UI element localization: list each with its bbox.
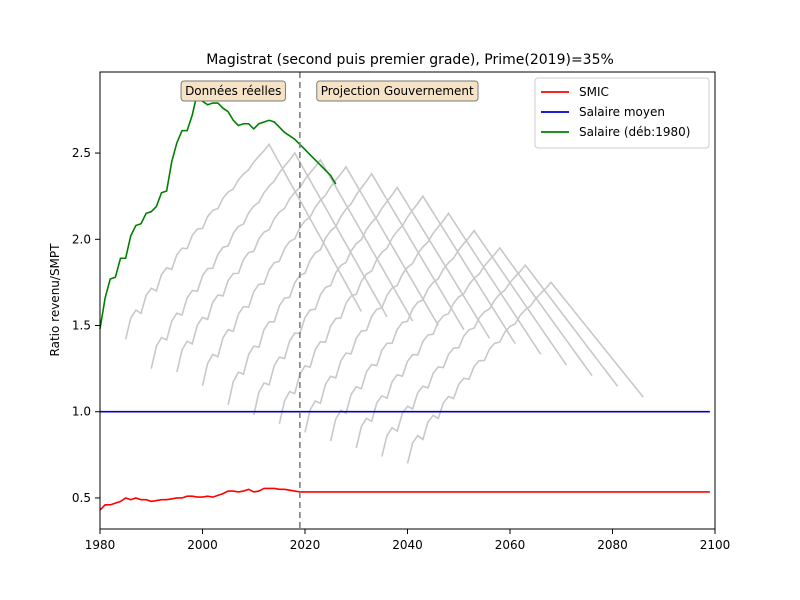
legend-label: Salaire (déb:1980) [579,125,690,139]
background-career-line [227,172,465,406]
x-axis: 1980 2000 2020 2040 2060 2080 2100 [85,529,731,552]
background-career-line [176,158,414,373]
background-career-line [124,143,363,340]
y-axis: 0.5 1.0 1.5 2.0 2.5 [72,146,100,505]
x-tick-label: 2080 [597,538,628,552]
annotation-box: Données réelles [180,80,286,102]
legend-label: Salaire moyen [579,105,665,119]
annotation-background [180,80,286,102]
annotation-box: Projection Gouvernement [316,80,479,102]
series-line-smic [99,487,710,511]
background-career-line [381,263,619,457]
annotation-text: Projection Gouvernement [321,84,474,98]
x-tick-label: 2000 [187,538,218,552]
background-career-line [355,246,593,449]
y-tick-label: 2.0 [72,232,91,246]
chart-title: Magistrat (second puis premier grade), P… [206,52,614,68]
annotations: Données réelles Projection Gouvernement [180,80,479,102]
main-series-lines [99,90,710,511]
y-tick-label: 2.5 [72,146,91,160]
series-line-salaire-d-b-1980- [99,90,337,330]
background-career-line [201,165,439,387]
legend-frame [534,77,710,149]
y-tick-label: 1.0 [72,405,91,419]
legend-label: SMIC [579,85,609,99]
legend: SMIC Salaire moyen Salaire (déb:1980) [534,77,710,149]
y-tick-label: 1.5 [72,319,91,333]
x-tick-label: 2020 [290,538,321,552]
background-career-lines [124,143,644,464]
background-career-line [278,194,516,424]
y-axis-label: Ratio revenu/SMPT [48,243,62,357]
background-career-line [406,281,644,464]
x-tick-label: 2060 [495,538,526,552]
x-tick-label: 2100 [700,538,731,552]
x-tick-label: 2040 [392,538,423,552]
annotation-background [316,80,479,102]
annotation-text: Données réelles [185,84,281,98]
background-career-line [150,151,388,369]
background-career-line [304,211,542,433]
background-career-line [252,186,491,416]
x-tick-label: 1980 [85,538,116,552]
y-tick-label: 0.5 [72,491,91,505]
